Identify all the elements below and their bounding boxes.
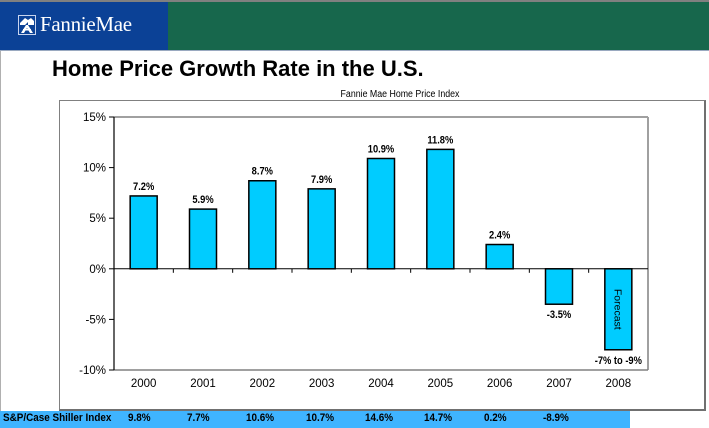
shiller-row-label: S&P/Case Shiller Index <box>3 412 112 424</box>
chart-frame <box>59 100 706 411</box>
brand-name: FannieMae <box>40 12 132 36</box>
x-tick-label: 2007 <box>546 378 572 390</box>
header-banner <box>168 2 709 50</box>
x-tick-label: 2002 <box>250 378 276 390</box>
y-tick-label: -10% <box>79 365 106 377</box>
data-label: 2.4% <box>489 230 510 242</box>
shiller-value-2002: 10.6% <box>246 412 275 424</box>
bar-2003 <box>307 188 336 270</box>
x-tick-label: 2003 <box>309 378 335 390</box>
left-border <box>0 51 1 428</box>
x-tick-label: 2004 <box>368 378 394 390</box>
data-label: -3.5% <box>547 310 571 322</box>
bar-2007 <box>544 268 574 305</box>
brand-logo: FannieMae <box>18 13 132 35</box>
x-tick-label: 2001 <box>190 378 216 390</box>
data-label: 8.7% <box>252 166 273 178</box>
y-tick-label: 15% <box>83 112 106 124</box>
y-tick-label: 10% <box>83 163 106 175</box>
y-tick-label: -5% <box>86 314 106 326</box>
shiller-value-2007: -8.9% <box>543 412 569 424</box>
x-tick-label: 2005 <box>428 378 454 390</box>
slide-title: Home Price Growth Rate in the U.S. <box>52 56 424 81</box>
bar-2008 <box>604 268 633 351</box>
shiller-value-2004: 14.6% <box>365 412 394 424</box>
data-label: -7% to -9% <box>595 355 642 367</box>
bar-2000 <box>129 195 158 270</box>
shiller-value-2005: 14.7% <box>424 412 453 424</box>
shiller-value-2003: 10.7% <box>305 412 334 424</box>
data-label: 7.2% <box>133 181 154 193</box>
chart-title: Fannie Mae Home Price Index <box>340 89 460 100</box>
bar-2004 <box>366 157 396 270</box>
shiller-value-2000: 9.8% <box>127 412 151 424</box>
bar-2006 <box>485 243 514 270</box>
data-label: 5.9% <box>192 194 213 206</box>
x-tick-label: 2008 <box>606 378 632 390</box>
y-tick-label: 5% <box>89 213 106 225</box>
bar-2005 <box>426 148 455 270</box>
shiller-index-row: S&P/Case Shiller Index 9.8% 7.7% 10.6% 10.7… <box>0 411 630 428</box>
banner-divider <box>0 50 709 51</box>
y-tick-label: 0% <box>89 264 106 276</box>
bar-2001 <box>188 208 218 270</box>
bar-2002 <box>248 180 277 270</box>
data-label: 10.9% <box>368 144 394 156</box>
shiller-value-2001: 7.7% <box>187 412 210 424</box>
data-label: 7.9% <box>311 174 332 186</box>
forecast-label: Forecast <box>611 289 623 330</box>
shiller-value-2006: 0.2% <box>483 412 507 424</box>
fannie-mae-house-logo-icon <box>18 15 36 35</box>
x-tick-label: 2006 <box>487 378 513 390</box>
top-border <box>0 0 709 2</box>
x-tick-label: 2000 <box>131 378 157 390</box>
data-label: 11.8% <box>427 135 453 147</box>
